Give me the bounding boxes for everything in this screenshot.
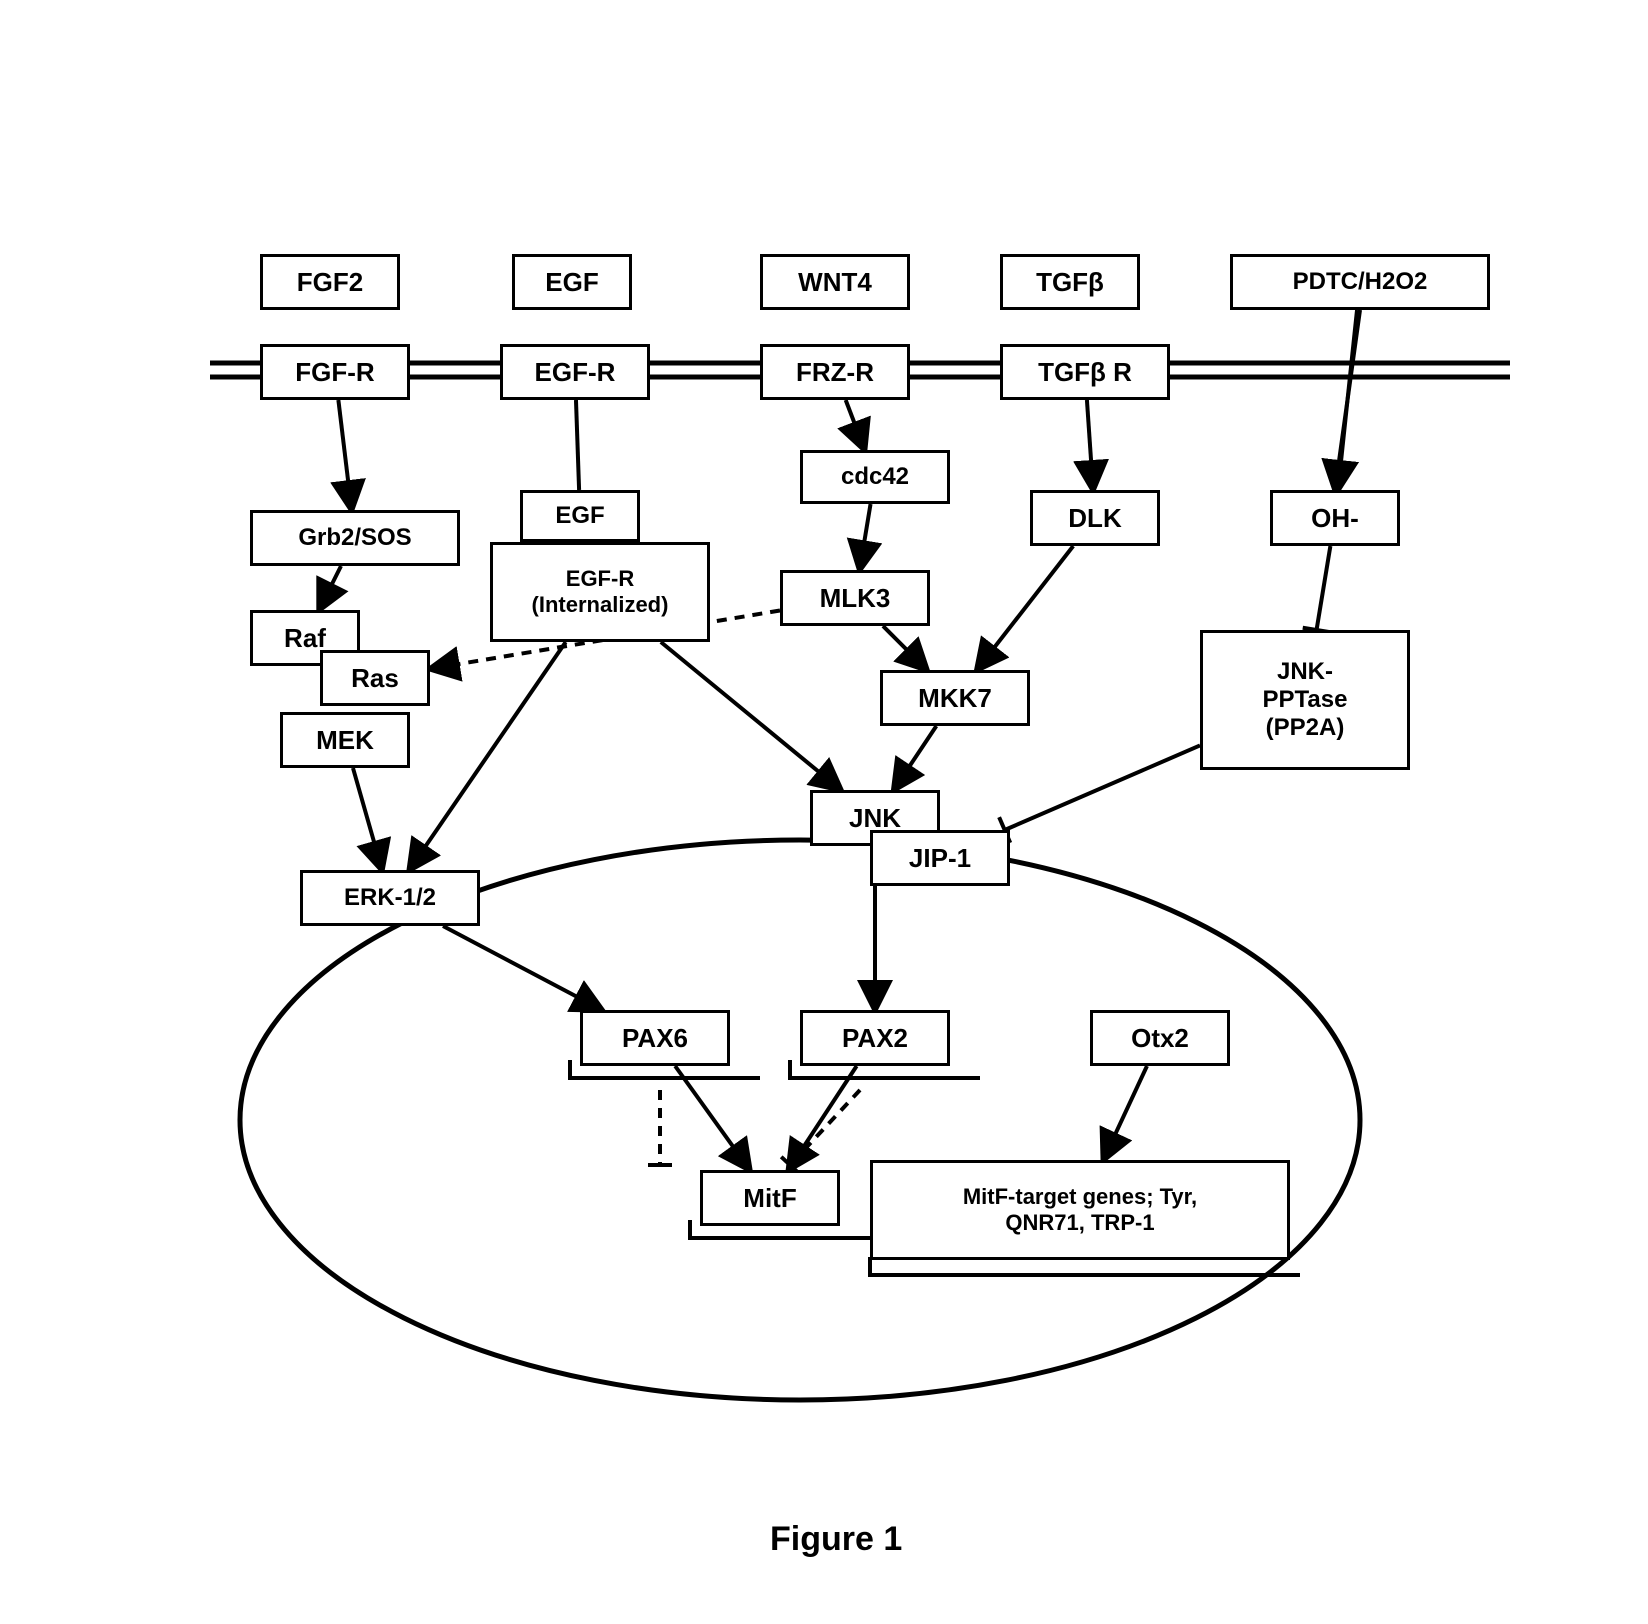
node-fgfr: FGF-R <box>260 344 410 400</box>
node-egf2: EGF <box>520 490 640 542</box>
node-tgfb: TGFβ <box>1000 254 1140 310</box>
node-pax6: PAX6 <box>580 1010 730 1066</box>
node-mlk3: MLK3 <box>780 570 930 626</box>
node-wnt4: WNT4 <box>760 254 910 310</box>
node-oh: OH- <box>1270 490 1400 546</box>
node-tgfbr: TGFβ R <box>1000 344 1170 400</box>
node-jip1: JIP-1 <box>870 830 1010 886</box>
node-frzr: FRZ-R <box>760 344 910 400</box>
node-erk: ERK-1/2 <box>300 870 480 926</box>
node-pax2: PAX2 <box>800 1010 950 1066</box>
node-grb2: Grb2/SOS <box>250 510 460 566</box>
node-otx2: Otx2 <box>1090 1010 1230 1066</box>
node-mek: MEK <box>280 712 410 768</box>
node-fgf2: FGF2 <box>260 254 400 310</box>
node-mkk7: MKK7 <box>880 670 1030 726</box>
node-cdc42: cdc42 <box>800 450 950 504</box>
node-mitf: MitF <box>700 1170 840 1226</box>
node-dlk: DLK <box>1030 490 1160 546</box>
node-pdtc: PDTC/H2O2 <box>1230 254 1490 310</box>
node-targets: MitF-target genes; Tyr, QNR71, TRP-1 <box>870 1160 1290 1260</box>
pathway-diagram: FGF2 EGF WNT4 TGFβ PDTC/H2O2 FGF-R EGF-R FRZ-R T… <box>0 0 1648 1624</box>
node-egfri: EGF-R (Internalized) <box>490 542 710 642</box>
node-egfr: EGF-R <box>500 344 650 400</box>
node-ras: Ras <box>320 650 430 706</box>
figure-label: Figure 1 <box>770 1520 902 1559</box>
node-egf: EGF <box>512 254 632 310</box>
node-pptase: JNK- PPTase (PP2A) <box>1200 630 1410 770</box>
